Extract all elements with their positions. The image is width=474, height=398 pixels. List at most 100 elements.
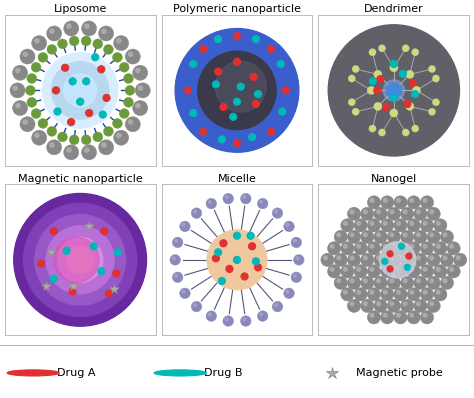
Circle shape bbox=[112, 53, 122, 62]
Circle shape bbox=[14, 193, 146, 326]
Circle shape bbox=[330, 267, 334, 271]
Circle shape bbox=[105, 290, 112, 297]
Circle shape bbox=[180, 288, 190, 298]
Circle shape bbox=[255, 264, 262, 271]
Circle shape bbox=[423, 244, 427, 248]
Circle shape bbox=[437, 267, 440, 271]
Circle shape bbox=[370, 222, 374, 225]
Circle shape bbox=[440, 253, 454, 267]
Circle shape bbox=[403, 210, 407, 214]
Circle shape bbox=[374, 207, 387, 220]
Title: Magnetic nanoparticle: Magnetic nanoparticle bbox=[18, 174, 143, 183]
Circle shape bbox=[85, 148, 89, 152]
Circle shape bbox=[23, 52, 27, 57]
Circle shape bbox=[50, 29, 54, 33]
Circle shape bbox=[215, 68, 222, 75]
Circle shape bbox=[420, 311, 434, 324]
Circle shape bbox=[404, 100, 411, 107]
Circle shape bbox=[397, 291, 401, 294]
Circle shape bbox=[374, 253, 387, 267]
Circle shape bbox=[357, 291, 361, 294]
Circle shape bbox=[190, 60, 197, 68]
Circle shape bbox=[82, 78, 90, 85]
Circle shape bbox=[321, 253, 334, 267]
Circle shape bbox=[35, 215, 126, 305]
Circle shape bbox=[66, 246, 94, 273]
Circle shape bbox=[390, 64, 398, 72]
Circle shape bbox=[390, 302, 394, 306]
Circle shape bbox=[420, 242, 434, 255]
Circle shape bbox=[286, 223, 289, 226]
Circle shape bbox=[394, 288, 407, 301]
Circle shape bbox=[432, 75, 439, 82]
Circle shape bbox=[364, 256, 367, 260]
Circle shape bbox=[450, 244, 454, 248]
Circle shape bbox=[112, 119, 122, 128]
Circle shape bbox=[387, 266, 393, 272]
Circle shape bbox=[225, 195, 228, 199]
Circle shape bbox=[361, 230, 374, 244]
Circle shape bbox=[237, 83, 245, 90]
Circle shape bbox=[407, 311, 420, 324]
Circle shape bbox=[417, 256, 420, 260]
Circle shape bbox=[367, 196, 381, 209]
Circle shape bbox=[82, 145, 97, 160]
Title: Liposome: Liposome bbox=[54, 4, 107, 14]
Circle shape bbox=[423, 314, 427, 317]
Circle shape bbox=[86, 109, 93, 117]
Circle shape bbox=[401, 207, 414, 220]
Circle shape bbox=[267, 128, 274, 135]
Circle shape bbox=[383, 244, 387, 248]
Circle shape bbox=[383, 199, 387, 202]
Circle shape bbox=[401, 276, 414, 289]
Circle shape bbox=[58, 132, 67, 142]
Circle shape bbox=[387, 276, 401, 289]
Circle shape bbox=[233, 58, 241, 65]
Circle shape bbox=[403, 302, 407, 306]
Circle shape bbox=[99, 140, 114, 155]
Circle shape bbox=[138, 86, 143, 90]
Circle shape bbox=[420, 196, 434, 209]
Circle shape bbox=[212, 81, 219, 88]
Title: Dendrimer: Dendrimer bbox=[364, 4, 424, 14]
Circle shape bbox=[337, 279, 341, 283]
Circle shape bbox=[354, 288, 367, 301]
Circle shape bbox=[377, 76, 384, 83]
Circle shape bbox=[430, 233, 434, 237]
Circle shape bbox=[387, 251, 393, 257]
Circle shape bbox=[348, 75, 356, 82]
Circle shape bbox=[377, 256, 381, 260]
Circle shape bbox=[82, 21, 97, 36]
Circle shape bbox=[267, 45, 274, 53]
Circle shape bbox=[128, 52, 133, 57]
Circle shape bbox=[286, 290, 289, 293]
Circle shape bbox=[378, 129, 385, 136]
Circle shape bbox=[69, 78, 76, 85]
Circle shape bbox=[406, 70, 414, 78]
Circle shape bbox=[200, 128, 207, 135]
Circle shape bbox=[117, 39, 121, 43]
Circle shape bbox=[69, 36, 79, 46]
Circle shape bbox=[114, 130, 128, 145]
Circle shape bbox=[410, 291, 414, 294]
Circle shape bbox=[440, 230, 454, 244]
Circle shape bbox=[397, 244, 401, 248]
Circle shape bbox=[410, 267, 414, 271]
Circle shape bbox=[437, 222, 440, 225]
Circle shape bbox=[260, 201, 263, 203]
Circle shape bbox=[410, 222, 414, 225]
Circle shape bbox=[403, 279, 407, 283]
Circle shape bbox=[417, 302, 420, 306]
Circle shape bbox=[374, 230, 387, 244]
Circle shape bbox=[367, 242, 381, 255]
Circle shape bbox=[352, 65, 359, 73]
Circle shape bbox=[374, 276, 387, 289]
Title: Nanogel: Nanogel bbox=[371, 174, 417, 183]
Circle shape bbox=[367, 265, 381, 278]
Circle shape bbox=[344, 267, 347, 271]
Circle shape bbox=[215, 35, 222, 43]
Circle shape bbox=[381, 265, 394, 278]
Circle shape bbox=[12, 100, 27, 115]
Circle shape bbox=[434, 288, 447, 301]
Circle shape bbox=[381, 242, 394, 255]
